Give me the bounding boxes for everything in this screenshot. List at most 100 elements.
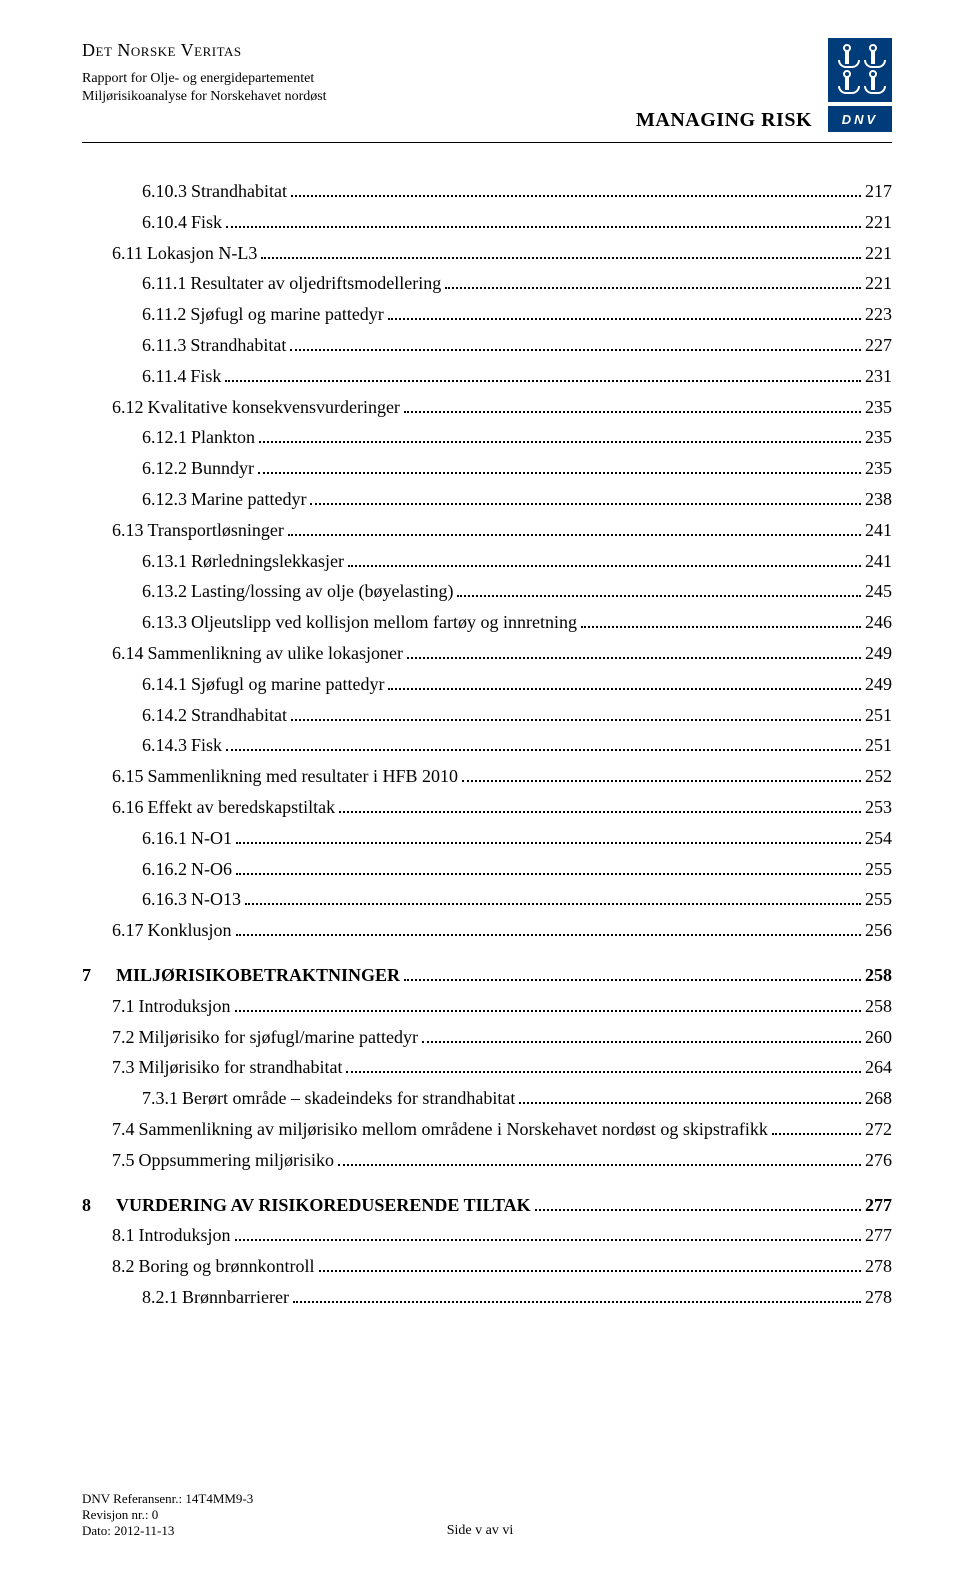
toc-leader-dots [235,1227,862,1241]
toc-label: Bunndyr [187,454,254,483]
toc-number: 6.15 [112,762,144,791]
toc-leader-dots [236,860,861,874]
toc-number: 6.11 [112,239,143,268]
toc-label: Strandhabitat [187,701,287,730]
toc-label: Sammenlikning av ulike lokasjoner [144,639,403,668]
rev-value: 0 [152,1507,159,1522]
page-header: Det Norske Veritas Rapport for Olje- og … [82,40,892,132]
toc-leader-dots [225,367,861,381]
toc-page: 253 [865,793,892,822]
dnv-text: DNV [842,112,878,127]
toc-number: 8.1 [112,1221,135,1250]
toc-entry: 6.12 Kvalitative konsekvensvurderinger23… [82,393,892,422]
toc-label: Lasting/lossing av olje (bøyelasting) [187,577,453,606]
toc-number: 7 [82,961,112,990]
toc-page: 235 [865,393,892,422]
toc-entry: 6.11 Lokasjon N-L3 221 [82,239,892,268]
toc-entry: 6.13.1 Rørledningslekkasjer241 [82,547,892,576]
toc-number: 6.10.4 [142,208,187,237]
toc-number: 6.16.1 [142,824,187,853]
header-left: Det Norske Veritas Rapport for Olje- og … [82,40,636,105]
toc-leader-dots [291,183,861,197]
toc-number: 6.11.4 [142,362,186,391]
toc-page: 251 [865,731,892,760]
toc-number: 6.13.1 [142,547,187,576]
toc-page: 254 [865,824,892,853]
toc-number: 8.2 [112,1252,135,1281]
report-title: Miljørisikoanalyse for Norskehavet nordø… [82,89,636,105]
toc-entry: 7.4 Sammenlikning av miljørisiko mellom … [82,1115,892,1144]
toc-label: Strandhabitat [187,177,287,206]
toc-leader-dots [462,768,861,782]
toc-entry: 6.11.2 Sjøfugl og marine pattedyr223 [82,300,892,329]
toc-entry: 8.2 Boring og brønnkontroll278 [82,1252,892,1281]
toc-entry: 6.14 Sammenlikning av ulike lokasjoner24… [82,639,892,668]
toc-label: Berørt område – skadeindeks for strandha… [178,1084,515,1113]
toc-number: 7.3.1 [142,1084,178,1113]
toc-page: 238 [865,485,892,514]
toc-page: 241 [865,516,892,545]
toc-number: 6.11.1 [142,269,186,298]
toc-label: Effekt av beredskapstiltak [144,793,336,822]
toc-number: 6.16.3 [142,885,187,914]
header-divider [82,142,892,143]
toc-number: 6.11.3 [142,331,186,360]
toc-number: 6.16 [112,793,144,822]
toc-leader-dots [288,521,861,535]
toc-leader-dots [445,275,861,289]
toc-leader-dots [245,891,861,905]
toc-page: 235 [865,423,892,452]
toc-leader-dots [338,1151,861,1165]
toc-page: 221 [865,239,892,268]
toc-label: Sammenlikning av miljørisiko mellom områ… [135,1115,768,1144]
toc-label: Rørledningslekkasjer [187,547,344,576]
org-name: Det Norske Veritas [82,40,636,61]
toc-number: 6.13 [112,516,144,545]
toc-leader-dots [348,552,861,566]
toc-entry: 6.13.3 Oljeutslipp ved kollisjon mellom … [82,608,892,637]
toc-leader-dots [519,1090,861,1104]
toc-page: 278 [865,1283,892,1312]
toc-page: 258 [865,961,892,990]
report-for: Rapport for Olje- og energidepartementet [82,71,636,87]
toc-leader-dots [293,1289,861,1303]
toc-page: 227 [865,331,892,360]
toc-leader-dots [226,737,861,751]
toc-page: 255 [865,855,892,884]
toc-leader-dots [236,829,861,843]
toc-label: Introduksjon [135,1221,231,1250]
toc-label: MILJØRISIKOBETRAKTNINGER [112,961,400,990]
toc-page: 276 [865,1146,892,1175]
toc-label: Lokasjon N-L3 [143,239,257,268]
toc-label: Konklusjon [144,916,232,945]
toc-entry: 6.13.2 Lasting/lossing av olje (bøyelast… [82,577,892,606]
toc-leader-dots [422,1028,861,1042]
toc-page: 258 [865,992,892,1021]
toc-page: 272 [865,1115,892,1144]
toc-number: 6.14.2 [142,701,187,730]
toc-leader-dots [235,997,862,1011]
rev-label: Revisjon nr.: [82,1507,148,1522]
toc-page: 249 [865,670,892,699]
toc-number: 6.12 [112,393,144,422]
footer-reference: DNV Referansenr.: 14T4MM9-3 [82,1491,253,1507]
toc-entry: 6.17 Konklusjon256 [82,916,892,945]
anchor-icon [836,72,858,94]
toc-label: N-O1 [187,824,232,853]
toc-number: 6.12.1 [142,423,187,452]
toc-page: 264 [865,1053,892,1082]
toc-entry: 7 MILJØRISIKOBETRAKTNINGER 258 [82,961,892,990]
toc-page: 223 [865,300,892,329]
toc-entry: 6.11.4 Fisk231 [82,362,892,391]
toc-page: 268 [865,1084,892,1113]
toc-label: Boring og brønnkontroll [135,1252,315,1281]
toc-label: Miljørisiko for sjøfugl/marine pattedyr [135,1023,418,1052]
toc-page: 245 [865,577,892,606]
toc-entry: 6.10.4 Fisk221 [82,208,892,237]
toc-number: 7.5 [112,1146,135,1175]
toc-leader-dots [310,491,861,505]
toc-entry: 6.10.3 Strandhabitat217 [82,177,892,206]
toc-leader-dots [581,614,861,628]
toc-entry: 6.14.3 Fisk251 [82,731,892,760]
toc-page: 221 [865,269,892,298]
